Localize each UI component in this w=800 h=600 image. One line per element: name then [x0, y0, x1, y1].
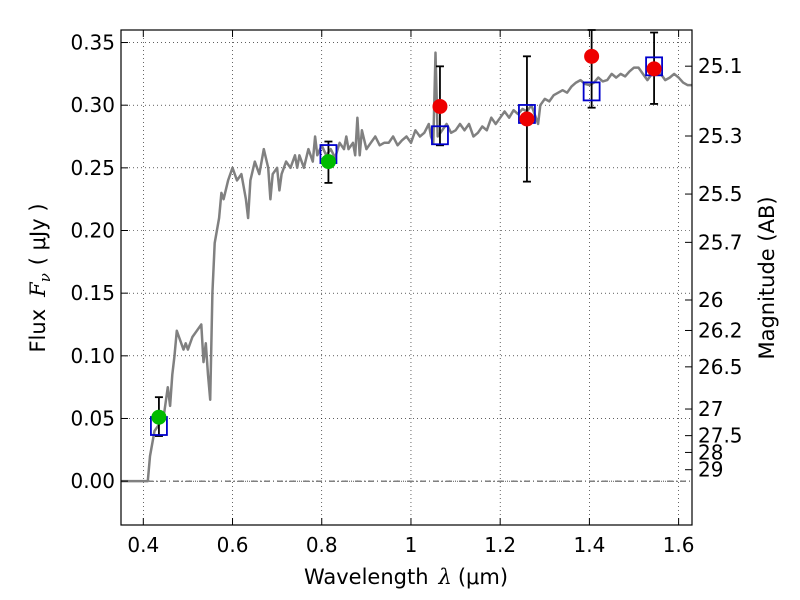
observed-point-green [320, 154, 336, 170]
grid [121, 30, 692, 525]
observed-point-red [646, 61, 662, 77]
magnitude-tick-label: 25.5 [698, 182, 743, 206]
x-tick-label: 1 [405, 533, 418, 557]
magnitude-tick-label: 25.1 [698, 54, 743, 78]
y-tick-label: 0.25 [70, 156, 115, 180]
y-label-unit: ( μJy ) [26, 203, 50, 265]
y-tick-label: 0.00 [70, 469, 115, 493]
x-axis-ticks: 0.4 0.6 0.8 1 1.2 1.4 1.6 [127, 30, 695, 557]
x-tick-label: 1.6 [663, 533, 695, 557]
series-layer [121, 51, 692, 483]
y-axis-ticks: 0.00 0.05 0.10 0.15 0.20 0.25 0.30 0.35 [70, 31, 128, 493]
x-label-symbol: λ [438, 565, 452, 589]
magnitude-tick-label: 26 [698, 288, 723, 312]
x-label-main: Wavelength [304, 565, 429, 589]
magnitude-tick-label: 28 [698, 440, 723, 464]
x-tick-label: 0.8 [306, 533, 338, 557]
marker-layer [150, 29, 663, 437]
magnitude-axis-label: Magnitude (AB) [755, 196, 779, 359]
model-box-marker [582, 81, 601, 102]
y-label-main: Flux [26, 309, 50, 353]
plot-background [121, 30, 692, 525]
y-label-symbol: F [26, 281, 50, 298]
plot-frame [120, 29, 693, 526]
observed-point-red [432, 98, 448, 114]
model-box-marker [431, 125, 449, 146]
y-tick-label: 0.20 [70, 219, 115, 243]
magnitude-tick-label: 29 [698, 458, 723, 482]
y-tick-label: 0.35 [70, 31, 115, 55]
y-tick-label: 0.10 [70, 344, 115, 368]
y-axis-label: Flux Fν ( μJy ) [26, 203, 54, 352]
observed-point-red [519, 111, 535, 127]
magnitude-tick-label: 27.5 [698, 424, 743, 448]
x-tick-label: 1.2 [484, 533, 516, 557]
x-tick-label: 1.4 [573, 533, 605, 557]
magnitude-tick-label: 26.5 [698, 355, 743, 379]
spectrum-line [121, 51, 692, 483]
magnitude-tick-label: 25.3 [698, 124, 743, 148]
magnitude-tick-label: 25.7 [698, 230, 743, 254]
y-tick-label: 0.05 [70, 406, 115, 430]
x-label-unit: (μm) [458, 565, 508, 589]
y-tick-label: 0.30 [70, 93, 115, 117]
magnitude-tick-label: 27 [698, 397, 723, 421]
x-tick-label: 0.4 [127, 533, 159, 557]
observed-point-green [151, 409, 167, 425]
magnitude-tick-label: 26.2 [698, 318, 743, 342]
y-label-subscript: ν [36, 273, 54, 282]
x-tick-label: 0.6 [217, 533, 249, 557]
y-tick-label: 0.15 [70, 281, 115, 305]
observed-point-red [584, 48, 600, 64]
x-axis-label: Wavelength λ (μm) [304, 565, 508, 589]
